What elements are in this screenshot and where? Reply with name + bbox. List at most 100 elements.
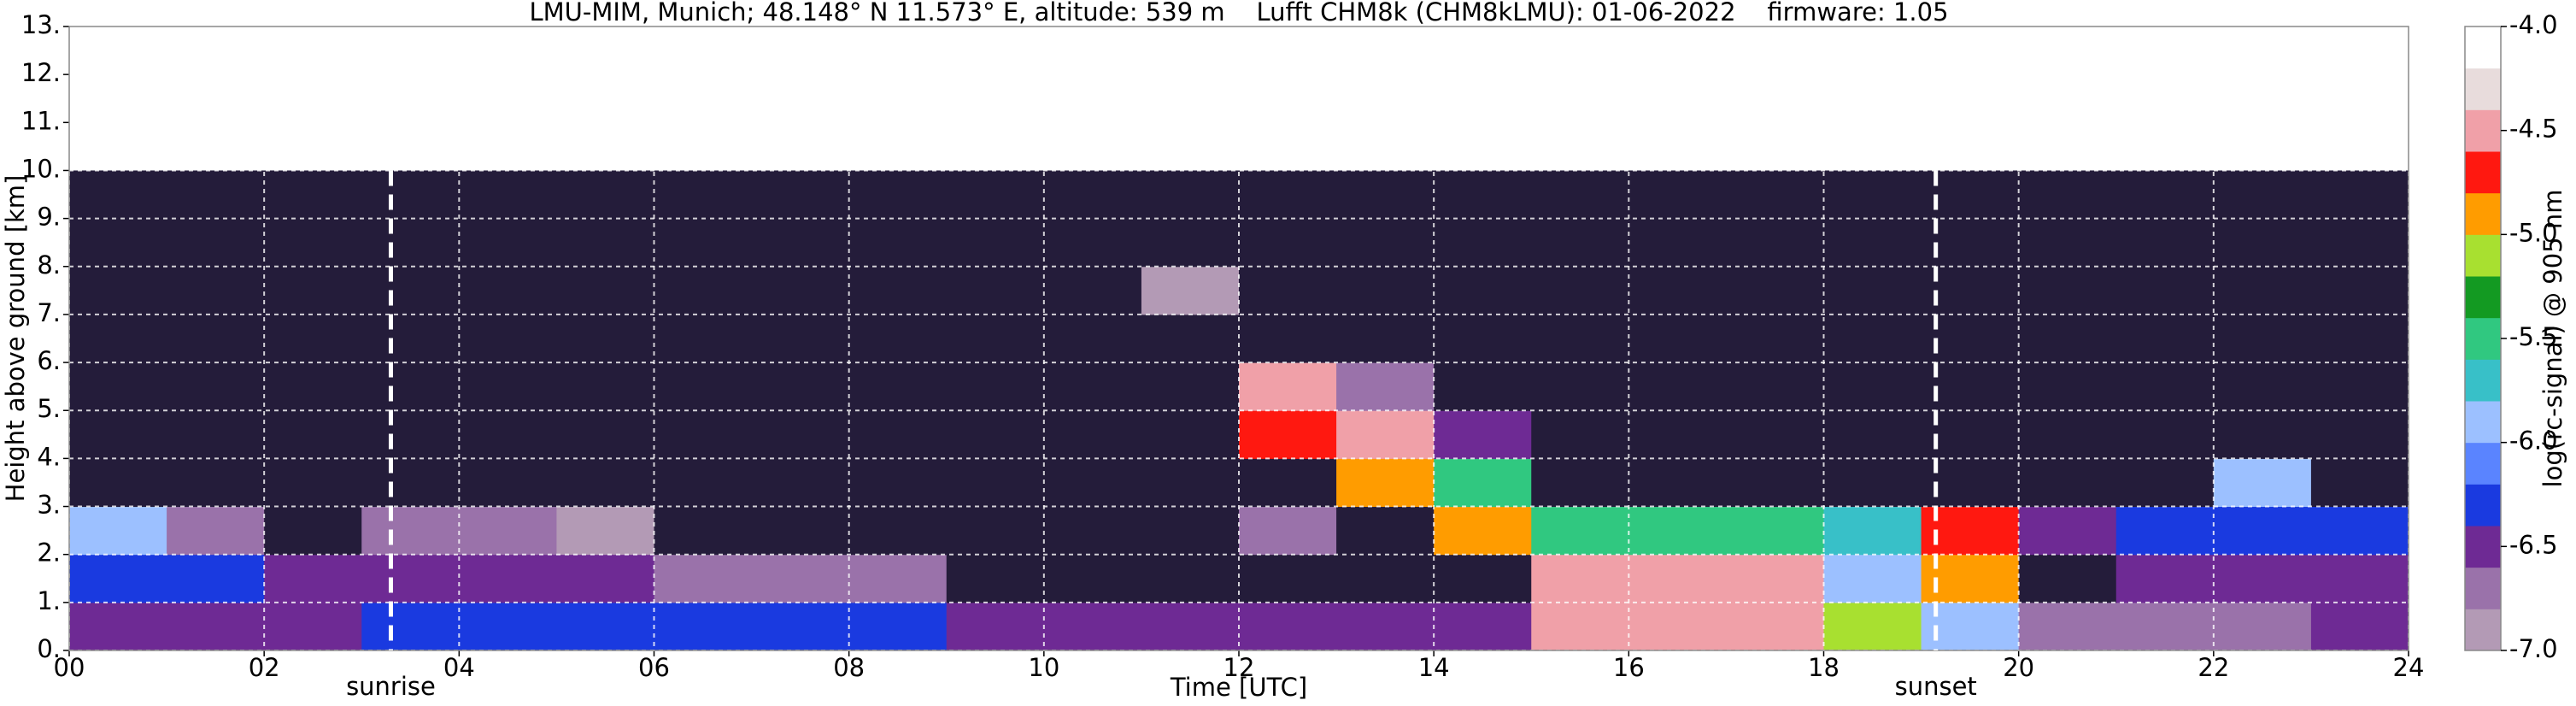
heat-cell — [556, 458, 654, 508]
heat-cell — [264, 410, 362, 459]
heat-cell — [556, 554, 654, 603]
heat-cell — [1043, 362, 1142, 411]
y-tick-label: 12. — [21, 58, 61, 87]
heat-cell — [69, 218, 167, 268]
heat-cell — [1239, 602, 1337, 651]
heat-cell — [167, 410, 265, 459]
heat-cell — [459, 554, 557, 603]
heat-cell — [2018, 506, 2117, 556]
heat-cell — [654, 458, 753, 508]
heat-cell — [1531, 410, 1629, 459]
heat-cell — [1434, 218, 1532, 268]
heat-cell — [654, 362, 753, 411]
heat-cell — [1239, 266, 1337, 315]
heat-cell — [1043, 554, 1142, 603]
y-tick-label: 10. — [21, 154, 61, 183]
heat-cell — [2213, 362, 2312, 411]
heat-cell — [1141, 170, 1240, 220]
colorbar-swatch — [2465, 609, 2501, 651]
heat-cell — [2018, 218, 2117, 268]
y-tick-label: 8. — [37, 250, 61, 279]
y-tick-label: 1. — [37, 586, 61, 615]
heat-cell — [361, 314, 460, 363]
colorbar-swatch — [2465, 234, 2501, 277]
heat-cell — [1823, 170, 1922, 220]
y-tick-label: 11. — [21, 106, 61, 135]
x-tick-label: 12 — [1223, 653, 1255, 682]
heat-cell — [459, 218, 557, 268]
heat-cell — [2115, 362, 2215, 411]
heat-cell — [2310, 602, 2409, 651]
colorbar-swatch — [2465, 359, 2501, 402]
heat-cell — [1628, 602, 1727, 651]
heat-cell — [1043, 218, 1142, 268]
heat-cell — [167, 314, 265, 363]
y-tick-label: 5. — [37, 394, 61, 423]
heat-cell — [2115, 266, 2215, 315]
y-tick-label: 0. — [37, 634, 61, 663]
heat-cell — [556, 602, 654, 651]
x-tick-label: 20 — [2003, 653, 2034, 682]
heat-cell — [361, 410, 460, 459]
heat-cell — [264, 458, 362, 508]
heat-cell — [2213, 170, 2312, 220]
heat-cell — [2310, 362, 2409, 411]
heat-cell — [1726, 602, 1824, 651]
heat-cell — [1336, 170, 1435, 220]
colorbar-swatch — [2465, 192, 2501, 235]
heat-cell — [361, 506, 460, 556]
heat-cell — [1823, 554, 1922, 603]
heat-cell — [751, 362, 850, 411]
heat-cell — [1239, 410, 1337, 459]
heat-cell — [946, 410, 1045, 459]
heat-cell — [556, 170, 654, 220]
heat-cell — [459, 506, 557, 556]
heat-cell — [69, 266, 167, 315]
heat-cell — [1628, 266, 1727, 315]
heat-cell — [848, 458, 948, 508]
y-tick-label: 6. — [37, 346, 61, 375]
heat-cell — [1726, 410, 1824, 459]
y-tick-label: 4. — [37, 442, 61, 471]
heat-cell — [361, 554, 460, 603]
heat-cell — [1823, 362, 1922, 411]
heat-cell — [1239, 314, 1337, 363]
heat-cell — [1531, 362, 1629, 411]
heat-cell — [167, 554, 265, 603]
heat-cell — [1141, 554, 1240, 603]
heat-cell — [1336, 602, 1435, 651]
heat-cell — [1043, 170, 1142, 220]
heat-cell — [1434, 410, 1532, 459]
heat-cell — [1043, 266, 1142, 315]
heat-cell — [361, 266, 460, 315]
heat-cell — [654, 266, 753, 315]
heat-cell — [2018, 458, 2117, 508]
heat-cell — [1141, 362, 1240, 411]
heat-cell — [946, 602, 1045, 651]
heat-cell — [1336, 362, 1435, 411]
heat-cell — [1823, 314, 1922, 363]
colorbar-tick-label: -5.0 — [2509, 218, 2558, 247]
heat-cell — [946, 362, 1045, 411]
heat-cell — [1141, 314, 1240, 363]
colorbar-swatch — [2465, 276, 2501, 319]
colorbar-label: log(rc-signal) @ 905 nm — [2538, 190, 2567, 488]
colorbar-tick-label: -6.0 — [2509, 427, 2558, 456]
heat-cell — [1531, 314, 1629, 363]
heat-cell — [1628, 218, 1727, 268]
heat-cell — [848, 554, 948, 603]
heat-cell — [69, 458, 167, 508]
heat-cell — [848, 602, 948, 651]
heat-cell — [1823, 506, 1922, 556]
heat-cell — [1239, 218, 1337, 268]
heat-cell — [167, 602, 265, 651]
heat-cell — [848, 362, 948, 411]
colorbar-swatch — [2465, 401, 2501, 444]
heat-cell — [1628, 314, 1727, 363]
heat-cell — [1434, 554, 1532, 603]
heat-cell — [2115, 314, 2215, 363]
heat-cell — [1336, 458, 1435, 508]
heat-cell — [167, 458, 265, 508]
heat-cell — [459, 170, 557, 220]
heat-cell — [1628, 170, 1727, 220]
